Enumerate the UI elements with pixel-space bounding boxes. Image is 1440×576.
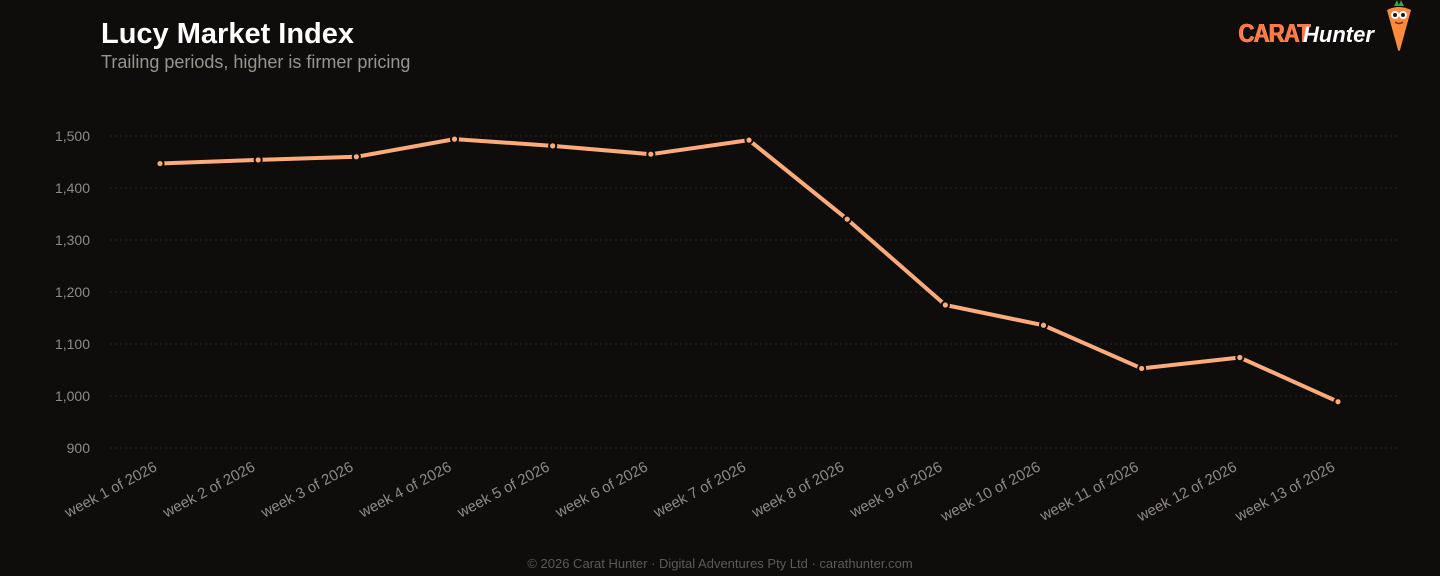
data-point[interactable] (646, 149, 656, 159)
page-title: Lucy Market Index (101, 18, 355, 50)
data-point[interactable] (1333, 397, 1343, 407)
y-tick-label: 1,000 (55, 388, 90, 404)
x-tick-label: week 9 of 2026 (847, 459, 946, 522)
page-subtitle: Trailing periods, higher is firmer prici… (101, 52, 411, 72)
x-tick-label: week 11 of 2026 (1036, 459, 1141, 526)
x-tick-label: week 6 of 2026 (552, 459, 651, 522)
data-point[interactable] (155, 158, 165, 169)
x-tick-label: week 2 of 2026 (159, 459, 258, 522)
y-tick-label: 900 (67, 440, 91, 456)
y-tick-label: 1,500 (55, 128, 90, 144)
series-line (158, 137, 1340, 404)
x-tick-label: week 3 of 2026 (258, 459, 357, 522)
x-tick-label: week 5 of 2026 (454, 459, 553, 522)
line-chart: 900 1,000 1,100 1,200 1,300 1,400 1,500 week 1… (55, 128, 1398, 526)
carrot-mascot-icon (1387, 0, 1411, 51)
data-point[interactable] (253, 155, 263, 165)
brand-logo[interactable]: CARAT Hunter (1238, 0, 1428, 56)
data-point[interactable] (351, 152, 361, 162)
x-tick-label: week 1 of 2026 (61, 459, 160, 522)
x-tick-label: week 12 of 2026 (1134, 459, 1240, 526)
brand-hunter-text: Hunter (1303, 22, 1374, 47)
data-point[interactable] (1038, 320, 1049, 330)
data-point[interactable] (1235, 352, 1245, 363)
data-point[interactable] (940, 300, 950, 310)
x-tick-label: week 7 of 2026 (650, 459, 749, 522)
data-point[interactable] (548, 141, 558, 151)
footer-copyright: © 2026 Carat Hunter · Digital Adventures… (527, 556, 913, 571)
x-tick-label: week 10 of 2026 (937, 459, 1043, 526)
y-tick-label: 1,200 (55, 284, 90, 300)
data-point[interactable] (449, 134, 460, 144)
y-tick-label: 1,400 (55, 180, 90, 196)
y-tick-label: 1,300 (55, 232, 90, 248)
brand-carat-text: CARAT (1238, 18, 1310, 48)
x-tick-label: week 8 of 2026 (748, 459, 847, 522)
data-point[interactable] (744, 135, 754, 145)
data-point[interactable] (1137, 363, 1147, 374)
x-tick-label: week 13 of 2026 (1232, 459, 1338, 526)
y-tick-label: 1,100 (55, 336, 90, 352)
data-point[interactable] (842, 214, 852, 224)
x-tick-label: week 4 of 2026 (356, 459, 455, 522)
